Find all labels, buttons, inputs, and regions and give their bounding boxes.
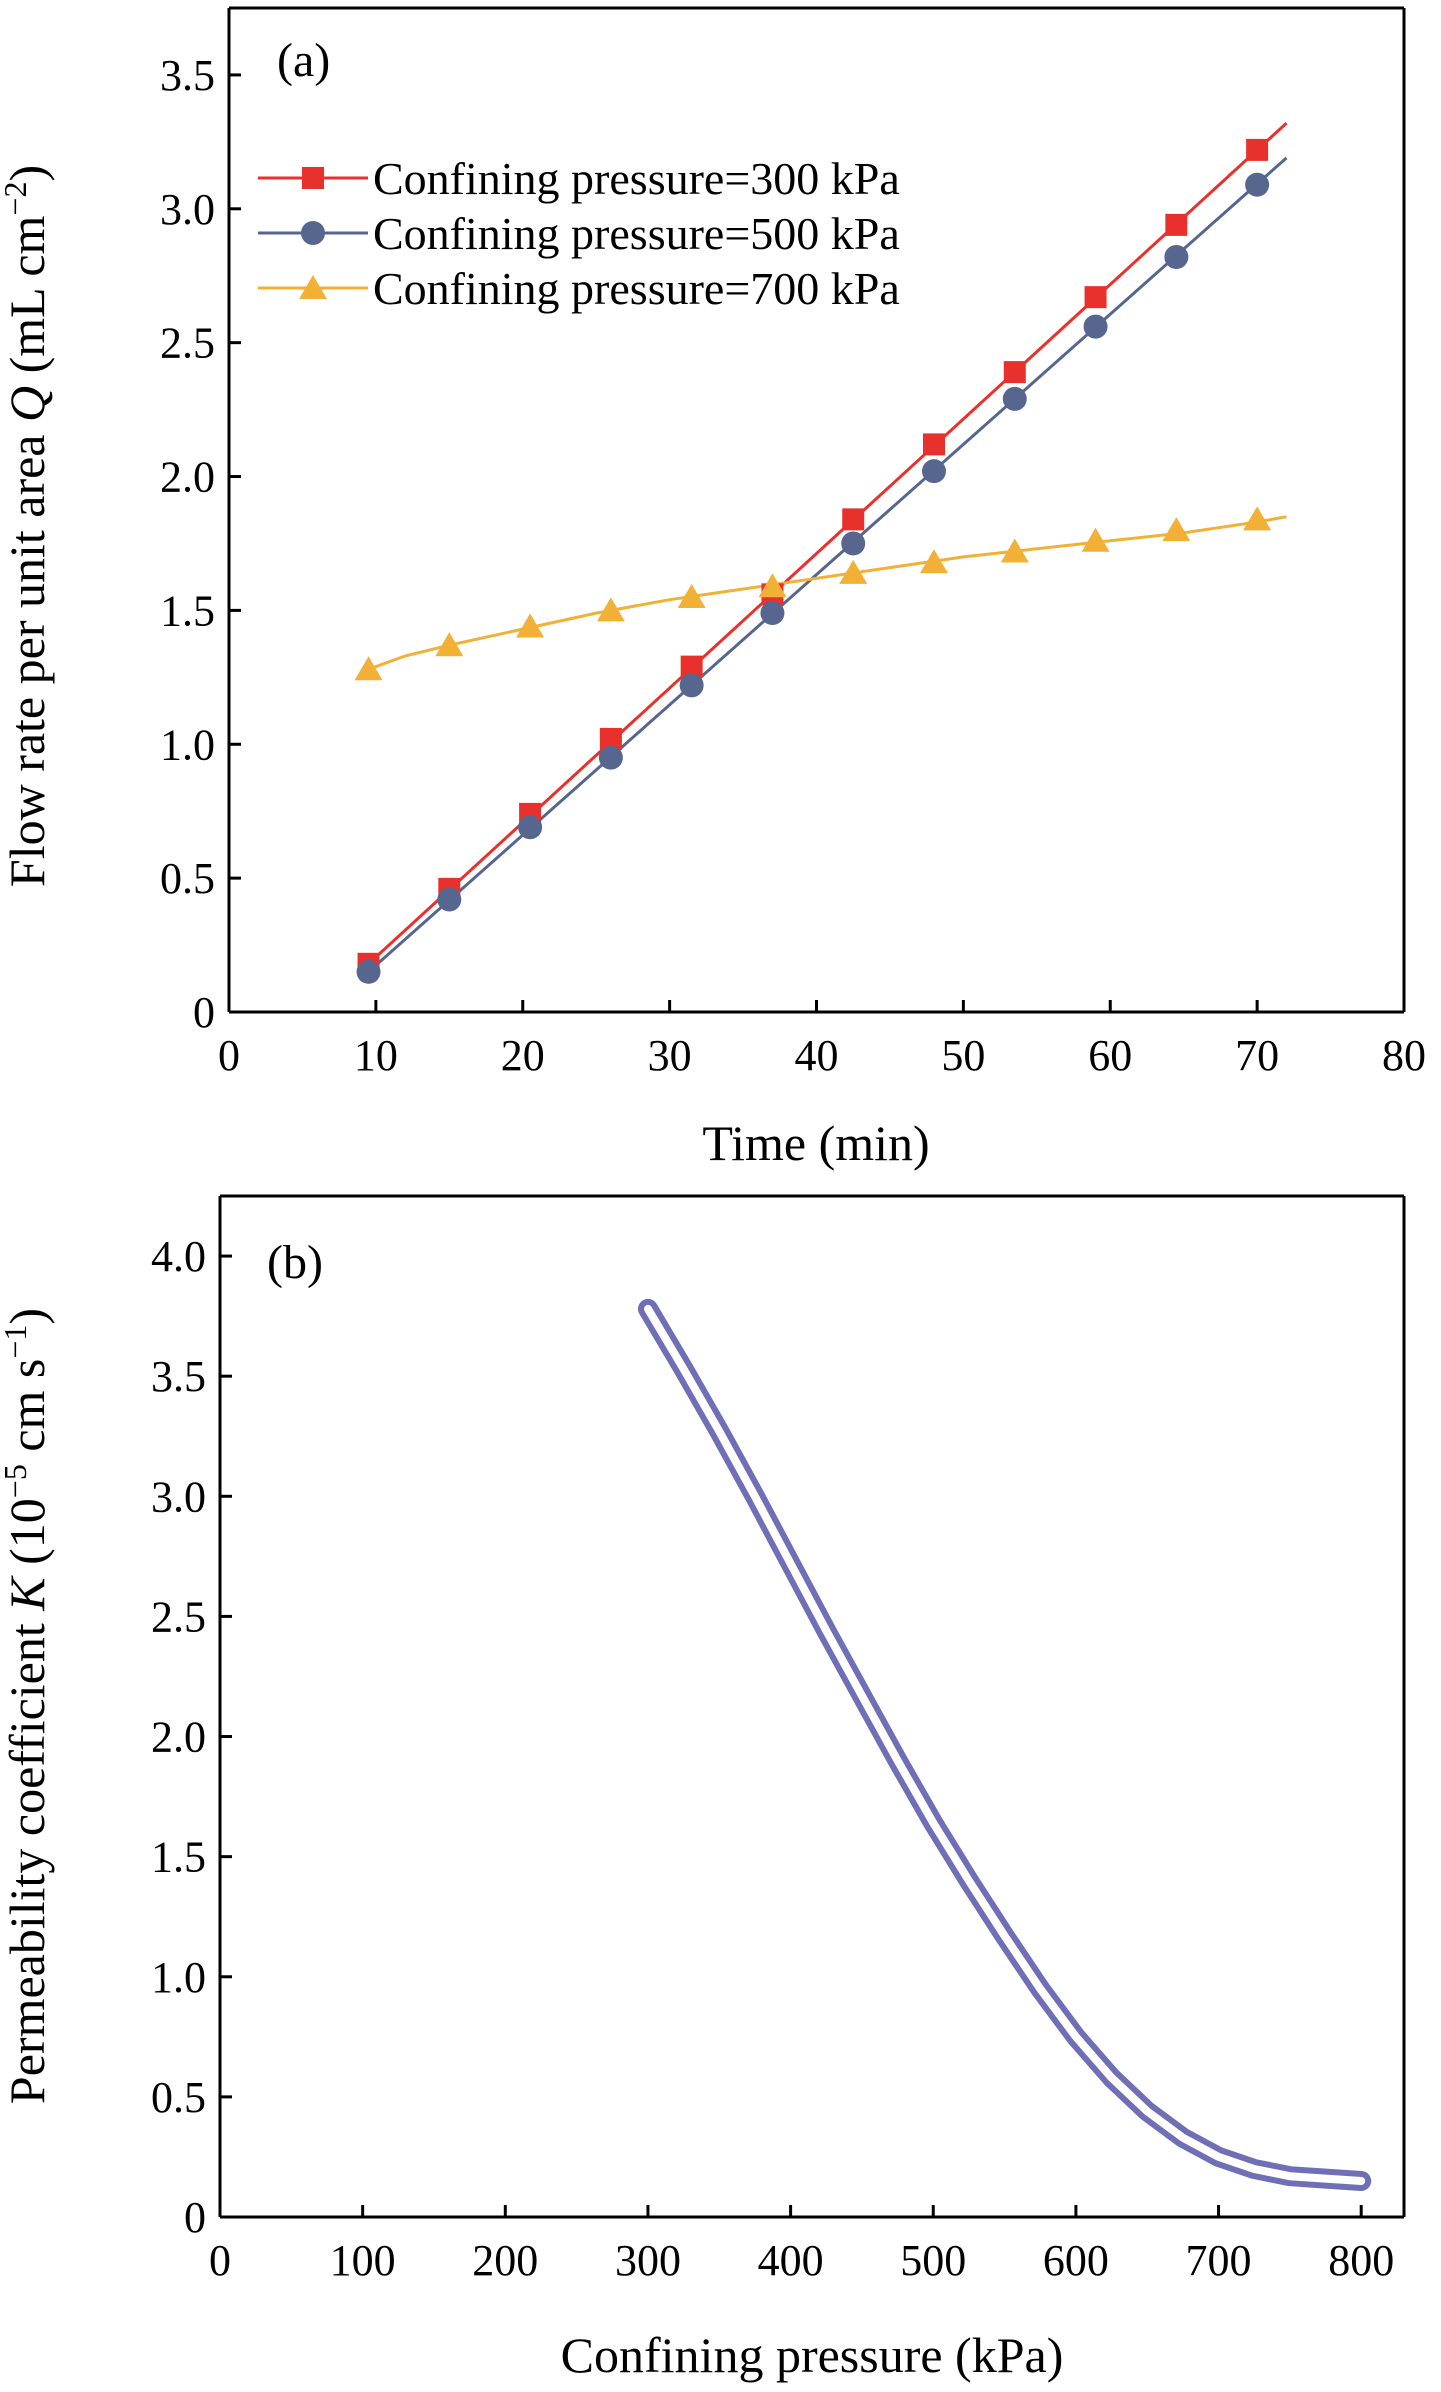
- data-point-1: [518, 815, 543, 840]
- data-point-2: [1000, 538, 1029, 563]
- y-tick-label: 0.5: [151, 2073, 206, 2122]
- data-point-1: [1083, 314, 1108, 339]
- panel-a-y-ticks: 0 0.5 1.0 1.5 2.0 2.5 3.0 3.5: [160, 51, 241, 1037]
- panel-a-flow-rate-chart: 0 10 20 30 40 50 60 70 80 0 0.5 1.0 1.5 2.0 2.5 3.0 3.5…: [0, 6, 1426, 1171]
- y-tick-label: 4.0: [151, 1232, 206, 1281]
- data-point-2: [1081, 527, 1110, 552]
- panel-a-series: [354, 121, 1288, 984]
- y-tick-label: 2.0: [151, 1713, 206, 1762]
- legend-item-500kpa: Confining pressure=500 kPa: [258, 208, 900, 259]
- x-tick-label: 0: [209, 2236, 231, 2285]
- y-tick-label: 3.5: [151, 1352, 206, 1401]
- panel-a-label: (a): [277, 34, 330, 87]
- data-point-0: [1003, 361, 1026, 384]
- data-point-1: [760, 601, 785, 626]
- y-tick-label: 3.0: [160, 185, 215, 234]
- x-tick-label: 40: [795, 1031, 839, 1080]
- data-point-2: [354, 656, 383, 681]
- y-tick-label: 3.5: [160, 51, 215, 100]
- x-tick-label: 30: [648, 1031, 692, 1080]
- y-tick-label: 1.0: [151, 1953, 206, 2002]
- data-point-0: [1084, 286, 1107, 309]
- panel-a-legend: Confining pressure=300 kPa Confining pre…: [258, 153, 900, 314]
- data-point-1: [922, 459, 946, 484]
- x-tick-label: 400: [758, 2236, 824, 2285]
- permeability-curve-outline: [638, 1298, 1372, 2191]
- permeability-curve-inner: [644, 1304, 1366, 2185]
- x-tick-label: 600: [1043, 2236, 1109, 2285]
- data-point-2: [758, 573, 787, 598]
- x-tick-label: 0: [218, 1031, 240, 1080]
- data-point-0: [923, 433, 945, 456]
- data-point-2: [839, 559, 868, 584]
- x-tick-label: 20: [501, 1031, 545, 1080]
- data-point-2: [596, 597, 625, 622]
- panel-b-series: [638, 1298, 1372, 2191]
- panel-b-label: (b): [267, 1236, 323, 1289]
- data-point-2: [1243, 506, 1272, 531]
- legend-label-500kpa: Confining pressure=500 kPa: [373, 208, 900, 259]
- data-point-1: [1245, 172, 1270, 197]
- panel-b-y-ticks: 0 0.5 1.0 1.5 2.0 2.5 3.0 3.5 4.0: [151, 1232, 232, 2242]
- y-tick-label: 1.5: [151, 1833, 206, 1882]
- data-point-0: [1165, 213, 1188, 236]
- y-tick-label: 2.5: [151, 1592, 206, 1641]
- data-point-0: [1246, 138, 1269, 161]
- y-tick-label: 2.5: [160, 319, 215, 368]
- y-tick-label: 1.0: [160, 720, 215, 769]
- data-point-1: [1164, 244, 1189, 269]
- panel-a-x-axis-title: Time (min): [702, 1115, 929, 1171]
- series-line-1: [367, 156, 1288, 973]
- panel-a-y-axis-title: Flow rate per unit area Q (mL cm−2): [0, 165, 55, 887]
- x-tick-label: 100: [330, 2236, 396, 2285]
- panel-a-x-ticks: 0 10 20 30 40 50 60 70 80: [218, 1000, 1426, 1080]
- data-point-1: [679, 673, 704, 698]
- x-tick-label: 500: [900, 2236, 966, 2285]
- data-point-1: [1002, 386, 1027, 411]
- panel-b-x-ticks: 0 100 200 300 400 500 600 700 800: [209, 2205, 1394, 2285]
- legend-label-700kpa: Confining pressure=700 kPa: [373, 263, 900, 314]
- y-tick-label: 0: [184, 2193, 206, 2242]
- y-tick-label: 1.5: [160, 586, 215, 635]
- data-point-2: [677, 584, 706, 609]
- series-line-2: [367, 515, 1287, 671]
- data-point-0: [599, 727, 622, 750]
- y-tick-label: 0.5: [160, 854, 215, 903]
- x-tick-label: 60: [1088, 1031, 1132, 1080]
- x-tick-label: 70: [1235, 1031, 1279, 1080]
- x-tick-label: 700: [1186, 2236, 1252, 2285]
- data-point-1: [841, 531, 866, 556]
- legend-item-700kpa: Confining pressure=700 kPa: [258, 263, 900, 314]
- x-tick-label: 300: [615, 2236, 681, 2285]
- panel-b-permeability-chart: 0 100 200 300 400 500 600 700 800 0 0.5 1.0 1.5 2.0 2…: [0, 1194, 1406, 2383]
- panel-b-y-axis-title: Permeability coefficient K (10−5 cm s−1): [0, 1308, 55, 2104]
- x-tick-label: 50: [941, 1031, 985, 1080]
- data-point-1: [437, 887, 462, 912]
- data-point-0: [842, 508, 865, 531]
- x-tick-label: 200: [472, 2236, 538, 2285]
- legend-item-300kpa: Confining pressure=300 kPa: [258, 153, 900, 204]
- data-point-2: [435, 632, 464, 657]
- data-point-2: [1162, 517, 1191, 542]
- y-tick-label: 2.0: [160, 453, 215, 502]
- y-tick-label: 3.0: [151, 1472, 206, 1521]
- data-point-1: [598, 745, 623, 770]
- legend-label-300kpa: Confining pressure=300 kPa: [373, 153, 900, 204]
- data-point-2: [920, 549, 948, 574]
- data-point-0: [680, 655, 703, 678]
- data-point-2: [516, 613, 545, 638]
- data-point-1: [356, 959, 381, 984]
- x-tick-label: 10: [354, 1031, 398, 1080]
- x-tick-label: 80: [1382, 1031, 1426, 1080]
- x-tick-label: 800: [1328, 2236, 1394, 2285]
- y-tick-label: 0: [193, 988, 215, 1037]
- panel-b-x-axis-title: Confining pressure (kPa): [561, 2327, 1064, 2383]
